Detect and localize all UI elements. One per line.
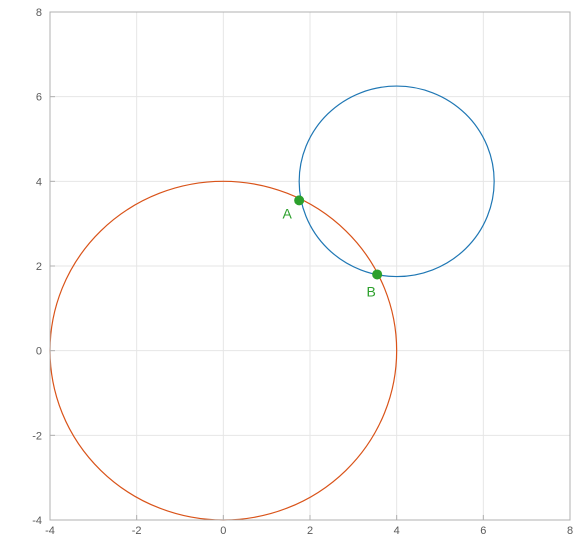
x-tick-label: 4 [394,525,400,537]
x-tick-label: 8 [567,525,573,537]
chart-container: A B -4 -2 0 2 4 6 8 -4 -2 0 2 4 6 8 [0,0,588,538]
y-tick-label: -4 [32,515,42,527]
y-tick-label: 2 [36,261,42,273]
chart-svg: A B -4 -2 0 2 4 6 8 -4 -2 0 2 4 6 8 [0,0,588,538]
x-tick-label: -2 [132,525,142,537]
y-tick-label: -2 [32,430,42,442]
point-marker-a [294,195,304,205]
x-tick-label: 6 [480,525,486,537]
y-tick-label: 0 [36,346,42,358]
y-tick-label: 8 [36,7,42,19]
y-tick-label: 6 [36,92,42,104]
x-tick-label: 2 [307,525,313,537]
x-tick-label: -4 [45,525,55,537]
point-marker-b [372,269,382,279]
y-tick-label: 4 [36,176,42,188]
x-tick-label: 0 [220,525,226,537]
point-label-b: B [366,283,375,299]
point-label-a: A [282,205,292,221]
